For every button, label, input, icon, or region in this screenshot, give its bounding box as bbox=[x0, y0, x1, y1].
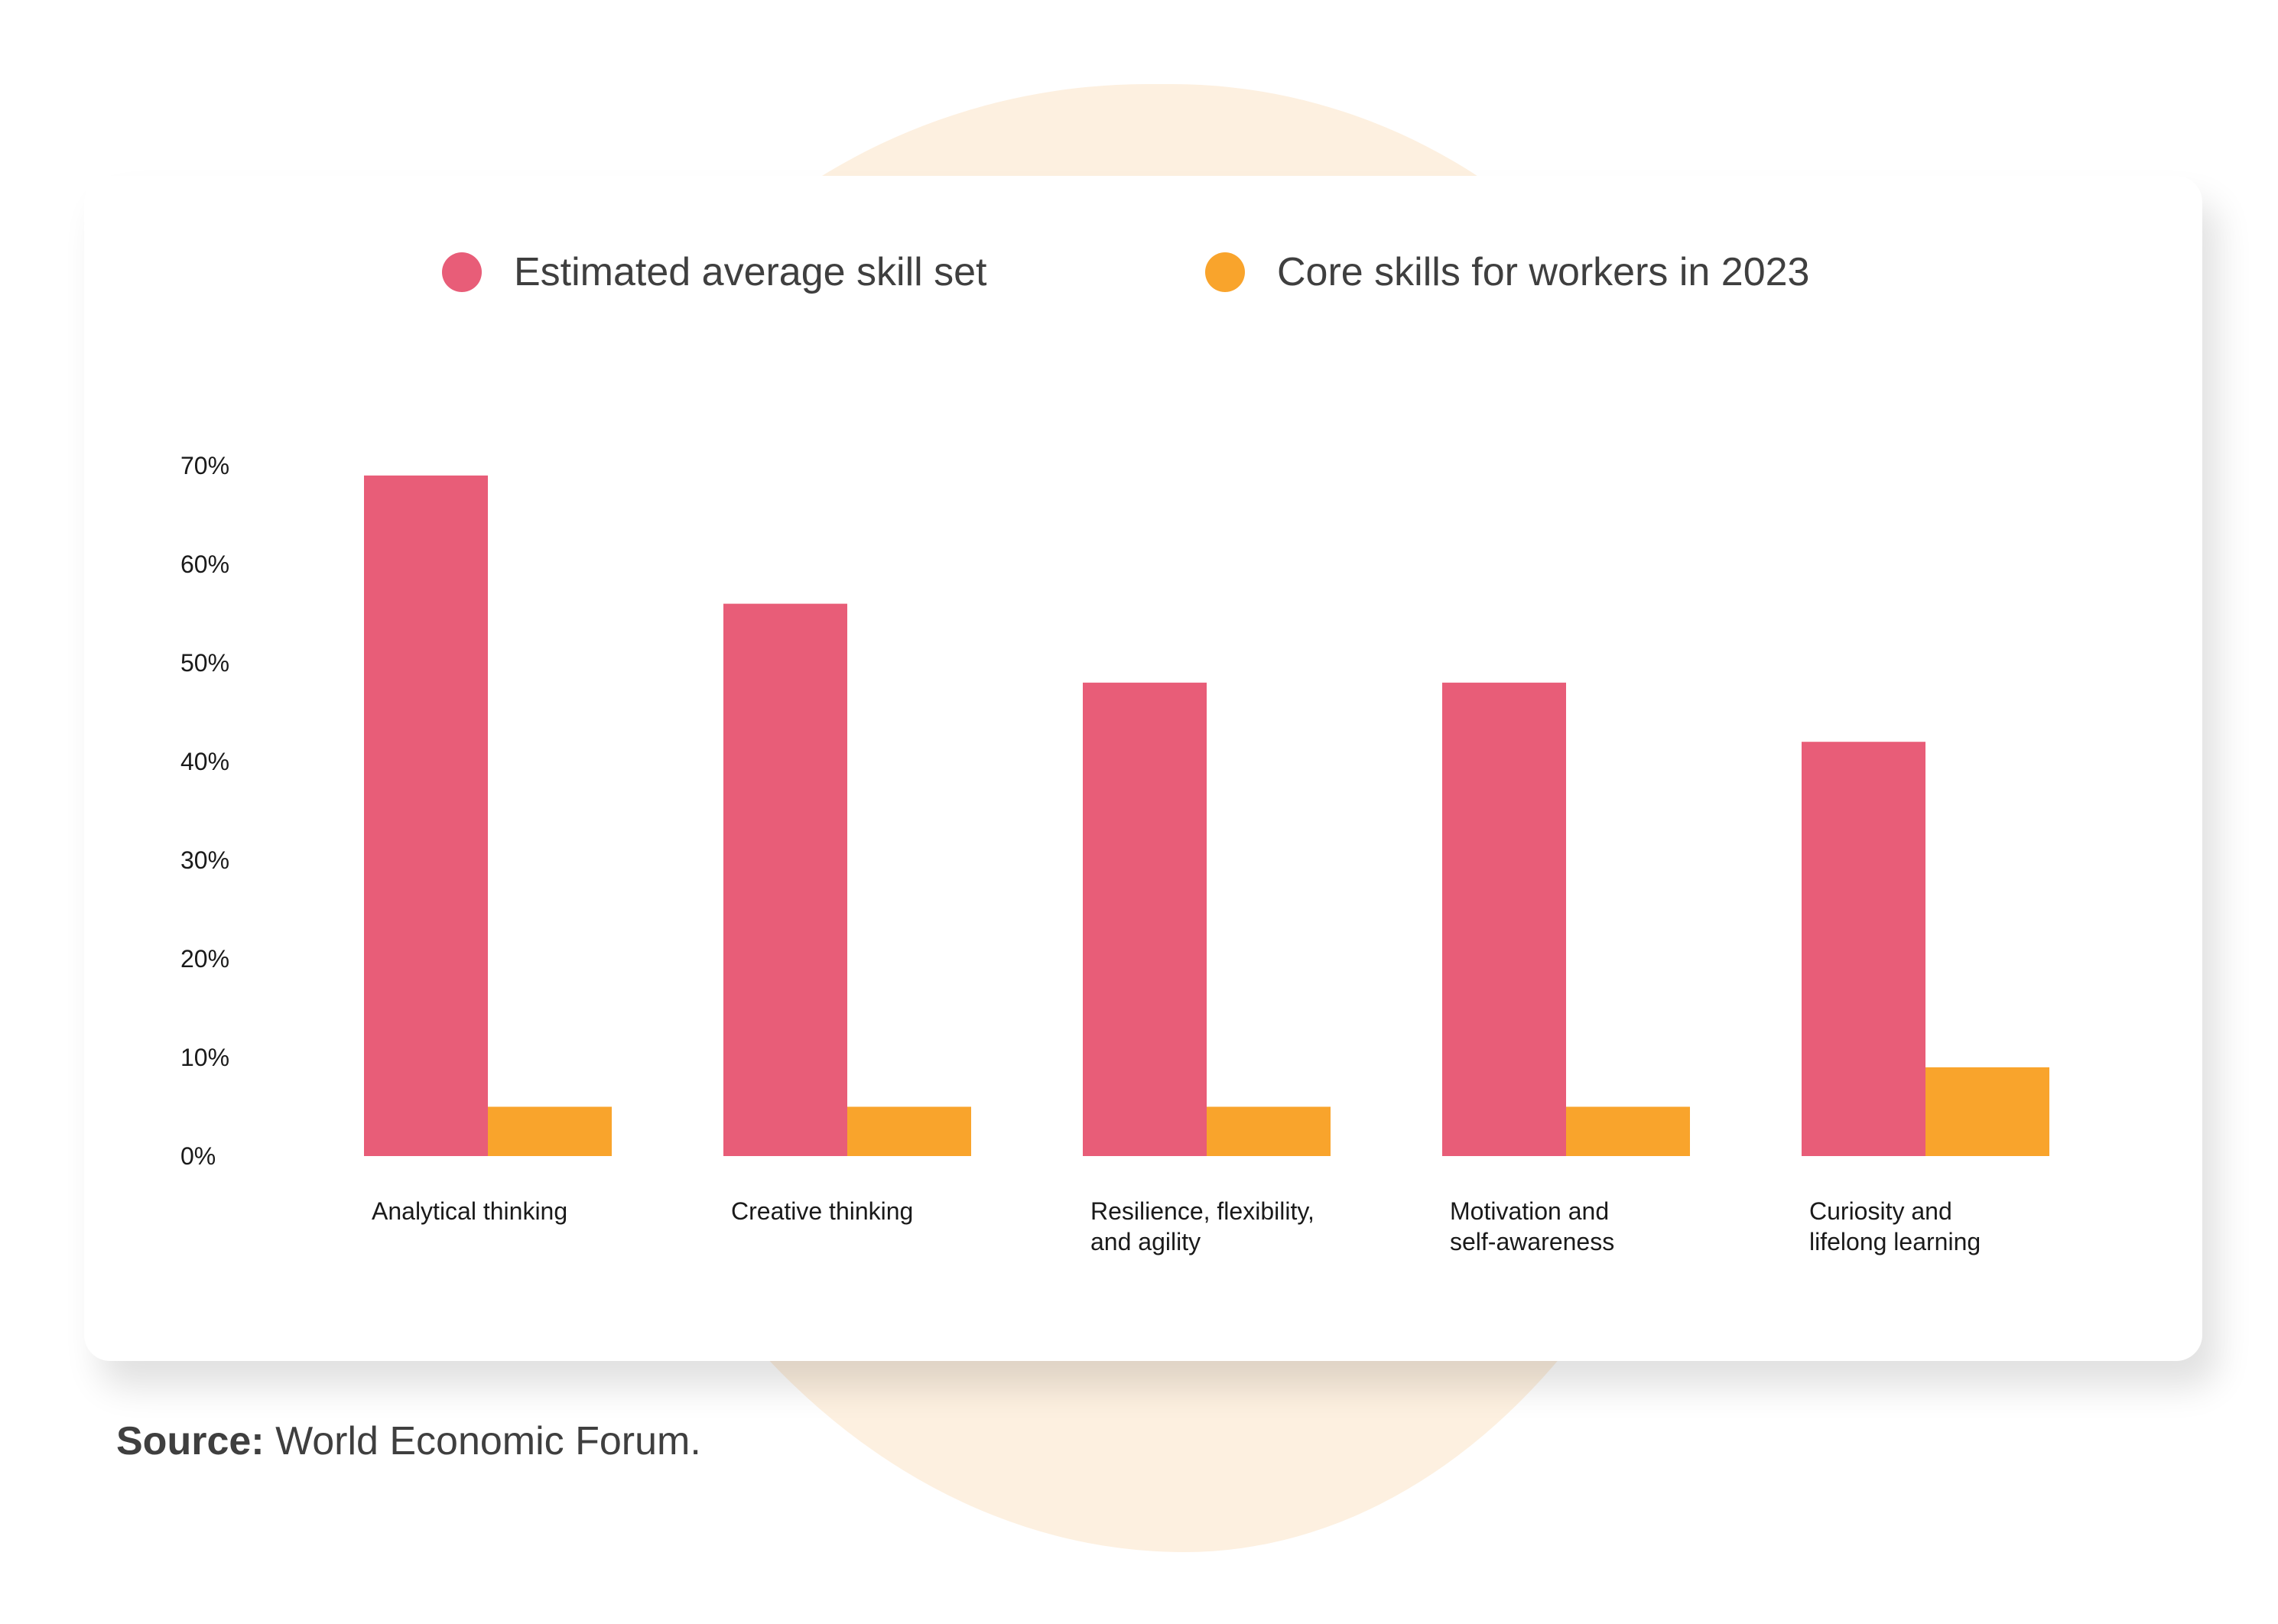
source-note: Source: World Economic Forum. bbox=[116, 1418, 701, 1464]
y-tick-label: 70% bbox=[180, 452, 229, 479]
bar-series-2 bbox=[1925, 1067, 2049, 1156]
y-tick-label: 30% bbox=[180, 846, 229, 874]
y-tick-label: 50% bbox=[180, 649, 229, 677]
legend-label-core: Core skills for workers in 2023 bbox=[1277, 250, 1810, 294]
y-tick-label: 20% bbox=[180, 945, 229, 973]
x-category-label: Creative thinking bbox=[731, 1197, 913, 1225]
x-category-label-line: Motivation and bbox=[1450, 1197, 1609, 1225]
x-category-label-line: Curiosity and bbox=[1809, 1197, 1952, 1225]
bar-series-2 bbox=[1566, 1106, 1690, 1156]
bar-series-2 bbox=[847, 1106, 971, 1156]
x-category-label-line: and agility bbox=[1090, 1228, 1201, 1255]
bar-series-1 bbox=[1802, 742, 1925, 1156]
bar-series-1 bbox=[1083, 682, 1207, 1156]
y-axis-ticks: 0% 10% 20% 30% 40% 50% 60% 70% bbox=[180, 452, 229, 1170]
legend-item-core: Core skills for workers in 2023 bbox=[1205, 246, 1809, 298]
x-category-label: Resilience, flexibility, and agility bbox=[1090, 1197, 1314, 1255]
y-tick-label: 10% bbox=[180, 1044, 229, 1071]
legend-item-estimated: Estimated average skill set bbox=[442, 246, 987, 298]
bars: Analytical thinking Creative thinking Resi… bbox=[364, 475, 2049, 1255]
x-category-label: Analytical thinking bbox=[372, 1197, 567, 1225]
x-category-label-line: Analytical thinking bbox=[372, 1197, 567, 1225]
source-label: Source: bbox=[116, 1419, 265, 1463]
y-tick-label: 60% bbox=[180, 551, 229, 578]
x-category-label-line: lifelong learning bbox=[1809, 1228, 1981, 1255]
legend-label-estimated: Estimated average skill set bbox=[514, 250, 987, 294]
y-tick-label: 0% bbox=[180, 1142, 216, 1170]
x-category-label: Motivation and self-awareness bbox=[1450, 1197, 1614, 1255]
bar-series-1 bbox=[723, 603, 847, 1156]
y-tick-label: 40% bbox=[180, 748, 229, 775]
x-category-label-line: self-awareness bbox=[1450, 1228, 1614, 1255]
source-text: World Economic Forum. bbox=[275, 1419, 701, 1463]
bar-series-2 bbox=[1207, 1106, 1331, 1156]
x-category-label: Curiosity and lifelong learning bbox=[1809, 1197, 1981, 1255]
legend-swatch-core bbox=[1205, 252, 1245, 292]
x-category-label-line: Creative thinking bbox=[731, 1197, 913, 1225]
bar-series-1 bbox=[1442, 682, 1566, 1156]
legend-swatch-estimated bbox=[442, 252, 482, 292]
bar-series-1 bbox=[364, 475, 488, 1156]
x-category-label-line: Resilience, flexibility, bbox=[1090, 1197, 1314, 1225]
bar-series-2 bbox=[488, 1106, 612, 1156]
